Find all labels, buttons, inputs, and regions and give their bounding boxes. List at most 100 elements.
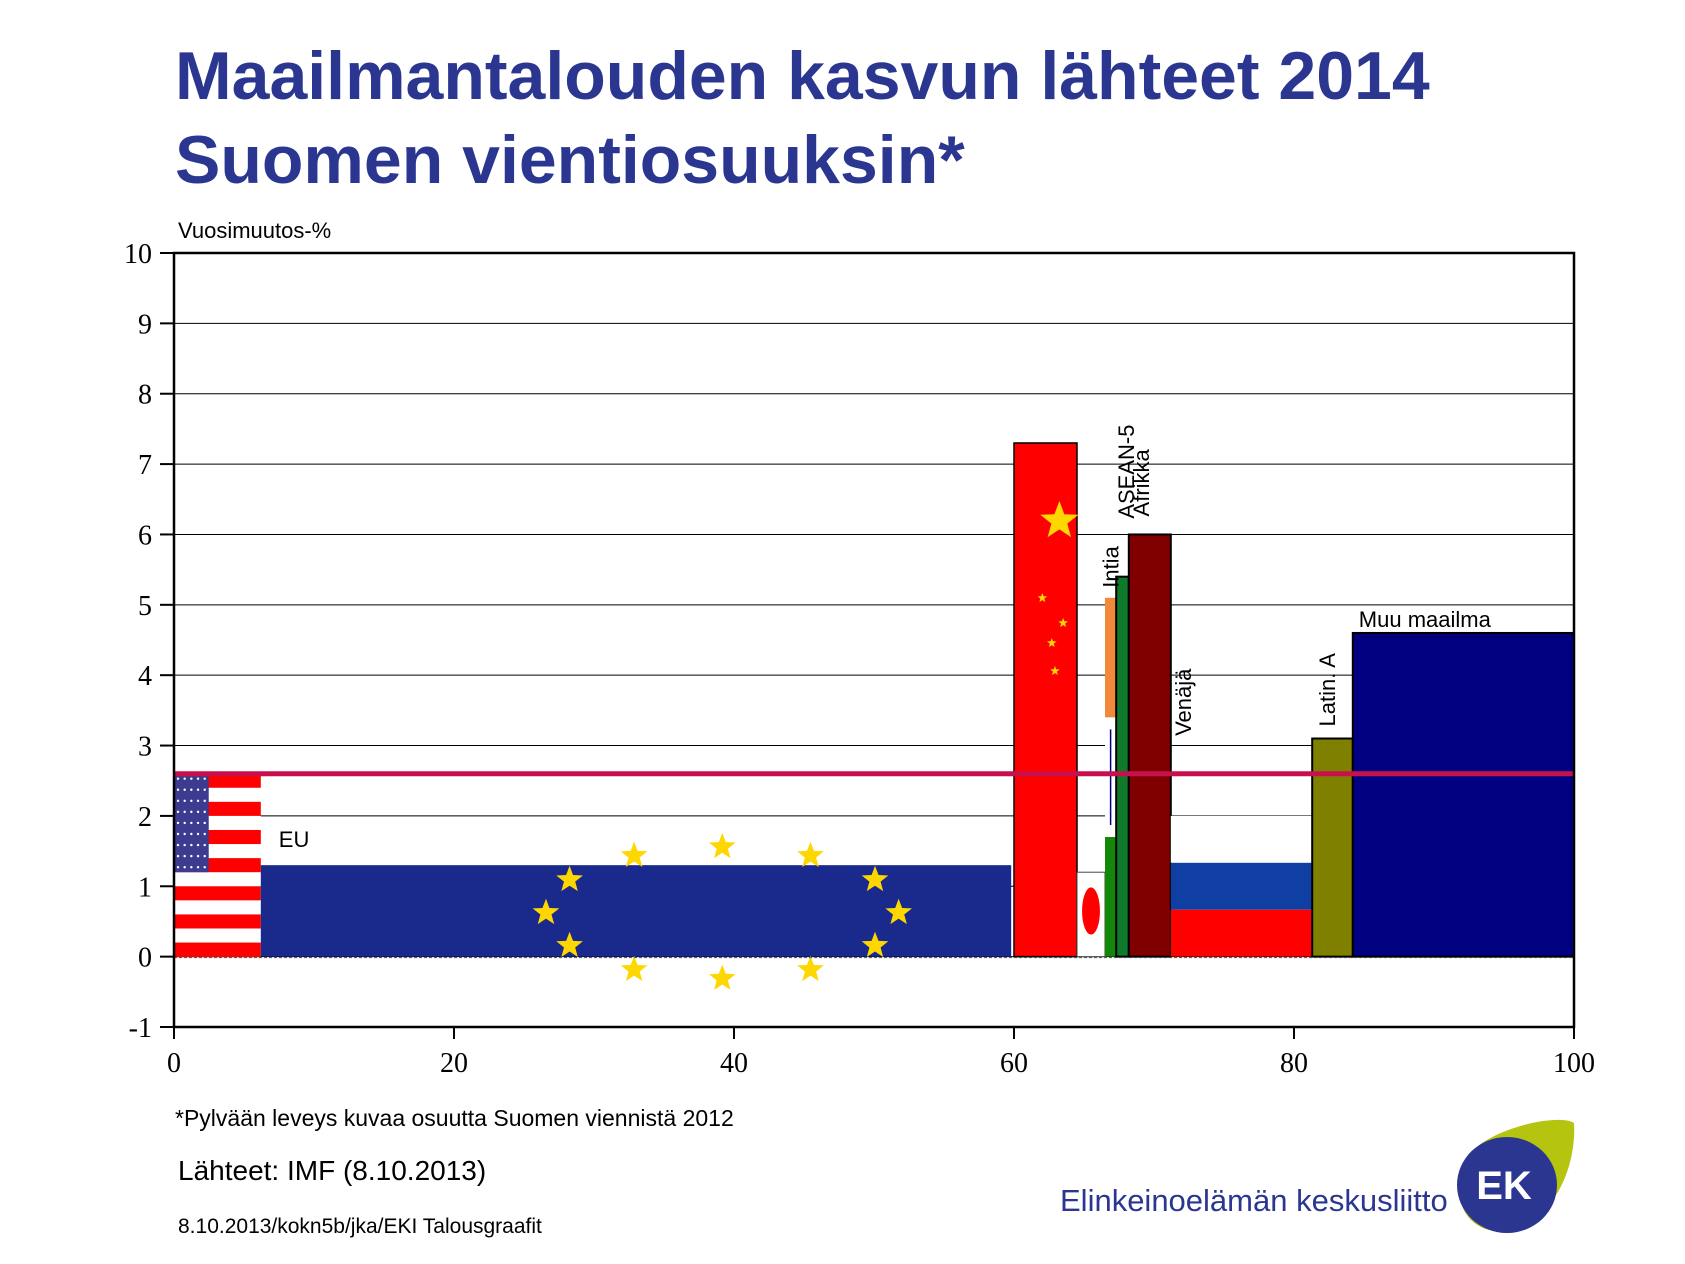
usa-star xyxy=(190,843,193,847)
china-small-star xyxy=(1037,593,1048,602)
bar-label: Latin. A xyxy=(1315,653,1340,727)
china-big-star xyxy=(1040,501,1079,538)
usa-stripe xyxy=(174,942,261,958)
x-tick-label: 40 xyxy=(720,1048,748,1079)
japan-sun xyxy=(1082,887,1100,935)
usa-star xyxy=(196,788,200,791)
usa-star xyxy=(203,854,206,858)
usa-star xyxy=(203,821,206,825)
usa-star xyxy=(183,788,186,791)
usa-stripe xyxy=(174,914,261,929)
usa-star xyxy=(196,866,200,869)
logo-text: EK xyxy=(1476,1164,1532,1208)
eu-star xyxy=(797,841,824,867)
usa-star xyxy=(203,866,206,869)
eu-star xyxy=(620,841,648,867)
eu-star xyxy=(797,955,824,982)
usa-star xyxy=(183,854,186,858)
usa-star xyxy=(176,821,180,825)
x-tick-label: 20 xyxy=(440,1048,468,1079)
usa-star xyxy=(203,832,206,836)
usa-star xyxy=(190,821,193,825)
china-small-star xyxy=(1058,618,1068,627)
usa-star xyxy=(196,843,200,847)
bar-label: Intia xyxy=(1099,545,1124,587)
eu-star xyxy=(709,832,736,859)
bar-japani xyxy=(1076,871,1106,958)
usa-star xyxy=(183,821,186,825)
eu-star xyxy=(885,898,912,925)
usa-star xyxy=(183,810,186,814)
usa-star xyxy=(196,854,200,858)
y-tick-label: 8 xyxy=(138,380,152,411)
y-tick-label: 5 xyxy=(138,591,152,622)
bar-ven-j- xyxy=(1170,815,1313,957)
usa-star xyxy=(190,832,193,836)
usa-star xyxy=(183,799,186,803)
bar-intia xyxy=(1105,597,1117,957)
bar-eu xyxy=(260,832,1012,990)
usa-star xyxy=(190,866,193,869)
usa-star xyxy=(203,799,206,803)
bar-usa xyxy=(174,773,261,958)
bar-afrikka xyxy=(1127,533,1172,958)
eu-star xyxy=(556,931,583,957)
usa-star xyxy=(203,843,206,847)
usa-star xyxy=(176,788,180,791)
bar-kiina xyxy=(1013,442,1079,958)
x-tick-label: 100 xyxy=(1553,1048,1595,1079)
bar-muu-maailma xyxy=(1351,631,1574,958)
page-title: Maailmantalouden kasvun lähteet 2014 Suo… xyxy=(175,34,1430,202)
y-tick-label: -1 xyxy=(129,1013,152,1044)
usa-star xyxy=(203,810,206,814)
plot-frame xyxy=(172,251,1576,1029)
usa-star xyxy=(190,854,193,858)
russia-blue xyxy=(1170,862,1313,910)
eu-star xyxy=(709,964,736,990)
usa-star xyxy=(190,810,193,814)
y-tick-label: 1 xyxy=(138,872,152,903)
usa-star xyxy=(183,832,186,836)
usa-star xyxy=(176,810,180,814)
usa-star xyxy=(203,777,206,780)
plot-border xyxy=(172,251,1576,1029)
usa-star xyxy=(176,777,180,780)
y-tick-label: 2 xyxy=(138,802,152,833)
y-tick-label: 6 xyxy=(138,520,152,551)
usa-stripe xyxy=(174,872,261,887)
china-small-star xyxy=(1047,638,1057,647)
reference-text: 8.10.2013/kokn5b/jka/EKI Talousgraafit xyxy=(178,1215,542,1238)
title-line-2: Suomen vientiosuuksin* xyxy=(175,122,965,198)
x-tick-label: 60 xyxy=(1000,1048,1028,1079)
usa-star xyxy=(176,843,180,847)
asean-bar xyxy=(1115,575,1130,958)
russia-white xyxy=(1170,815,1313,863)
usa-star xyxy=(183,843,186,847)
y-tick-label: 7 xyxy=(138,450,152,481)
usa-star xyxy=(196,799,200,803)
usa-star xyxy=(196,832,200,836)
y-tick-label: 3 xyxy=(138,732,152,763)
usa-stripe xyxy=(174,886,261,901)
x-tick-label: 80 xyxy=(1280,1048,1308,1079)
usa-star xyxy=(176,799,180,803)
y-axis-label: Vuosimuutos-% xyxy=(178,218,331,243)
eu-star xyxy=(861,931,889,957)
usa-star xyxy=(183,777,186,780)
footnote: *Pylvään leveys kuvaa osuutta Suomen vie… xyxy=(175,1105,734,1131)
usa-star xyxy=(176,832,180,836)
eu-star xyxy=(620,955,648,982)
x-tick-label: 0 xyxy=(167,1048,181,1079)
y-tick-label: 4 xyxy=(138,661,152,692)
africa-bar xyxy=(1127,533,1172,958)
usa-star xyxy=(183,866,186,869)
y-tick-label: 10 xyxy=(124,239,152,270)
bars xyxy=(174,442,1574,990)
usa-star xyxy=(190,777,193,780)
usa-star xyxy=(196,821,200,825)
china-small-star xyxy=(1050,666,1060,675)
usa-star xyxy=(190,799,193,803)
